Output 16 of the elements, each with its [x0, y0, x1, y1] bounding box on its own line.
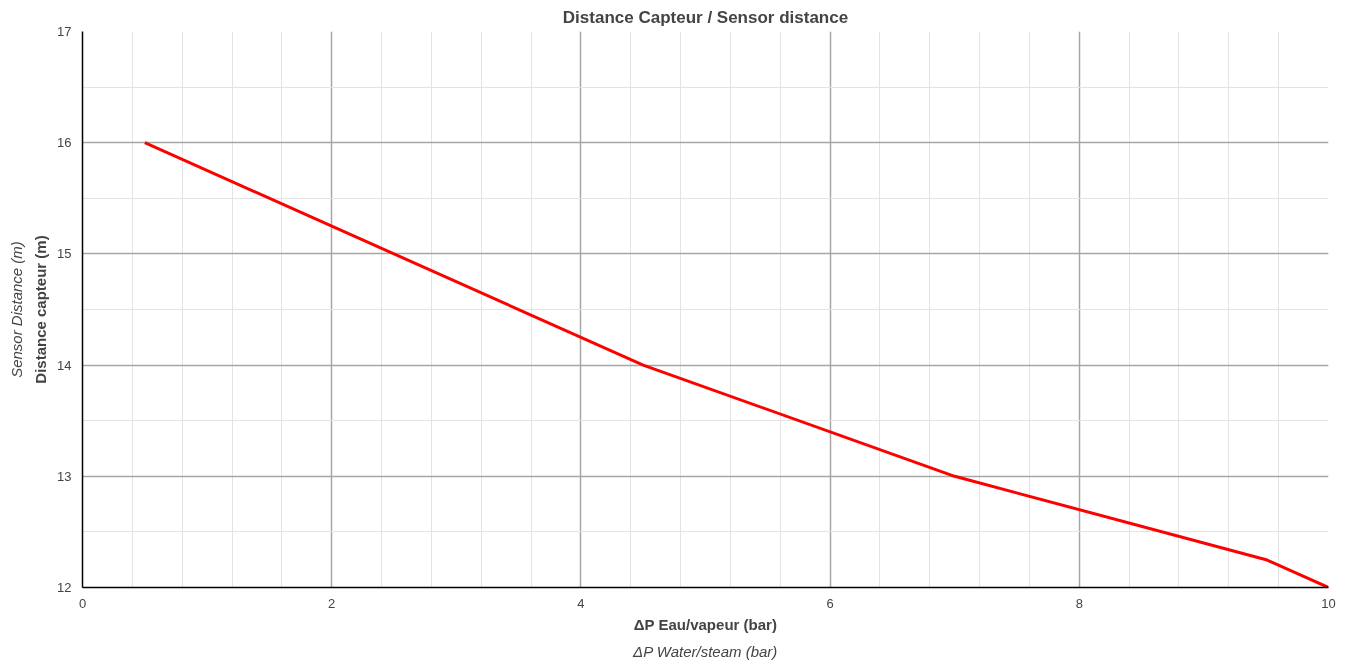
x-tick-label: 8 [1075, 595, 1083, 611]
y-tick-label: 16 [57, 135, 72, 151]
x-tick-label: 10 [1321, 595, 1336, 611]
x-tick-label: 4 [577, 595, 585, 611]
x-tick-label: 0 [78, 595, 87, 611]
y-tick-label: 15 [57, 246, 72, 262]
y-tick-label: 13 [57, 468, 72, 484]
y-tick-label: 12 [57, 580, 72, 595]
line-series [143, 141, 1329, 588]
y-tick-label: 14 [57, 357, 72, 373]
y-tick-label: 17 [57, 24, 72, 39]
text: Distance capteur (m) Sensor Distance (m) [7, 235, 50, 384]
text: ΔP Eau/vapeur (bar) ΔP Water/steam (bar) [633, 615, 778, 660]
x-tick-label: 6 [826, 595, 834, 611]
x-tick-label: 2 [328, 595, 336, 611]
chart-title: Distance Capteur / Sensor distance [562, 7, 849, 27]
